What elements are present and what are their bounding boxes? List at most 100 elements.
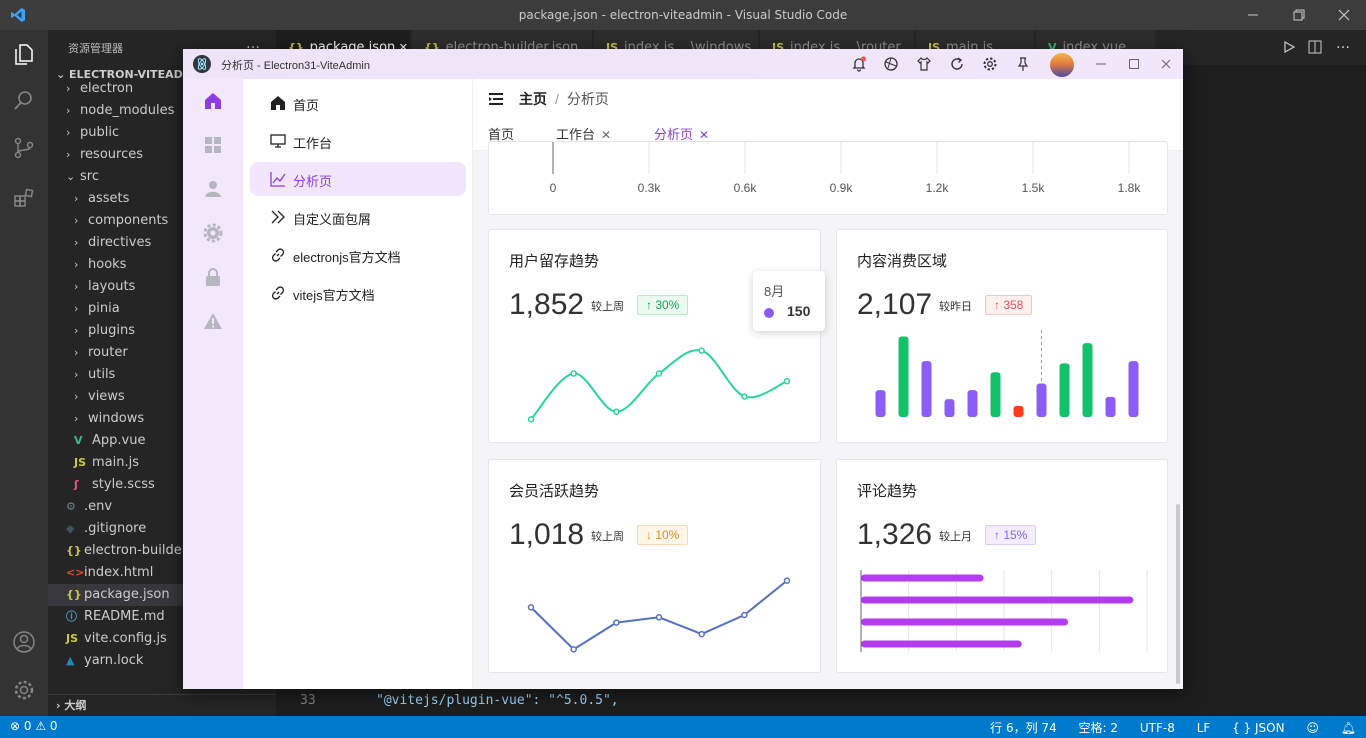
- rail-lock-icon[interactable]: [203, 267, 223, 287]
- settings-gear-icon[interactable]: [12, 678, 36, 702]
- refresh-icon[interactable]: [949, 56, 965, 72]
- app-minimize-icon[interactable]: [1094, 57, 1108, 71]
- more-actions-icon[interactable]: …: [246, 36, 260, 52]
- minimize-icon[interactable]: [1244, 6, 1262, 24]
- comment-title: 评论趋势: [857, 483, 918, 500]
- tree-folder[interactable]: › components: [48, 210, 276, 232]
- source-control-icon[interactable]: [12, 136, 36, 160]
- tree-folder[interactable]: › directives: [48, 232, 276, 254]
- tab-close-icon[interactable]: ✕: [699, 128, 710, 142]
- app-close-icon[interactable]: [1159, 57, 1173, 71]
- menu-item[interactable]: 分析页: [250, 162, 466, 196]
- rail-settings-icon[interactable]: [203, 223, 223, 243]
- project-root[interactable]: ⌄ ELECTRON-VITEADMIN: [56, 68, 207, 81]
- tree-folder[interactable]: › resources: [48, 144, 276, 166]
- avatar[interactable]: [1050, 53, 1074, 77]
- feedback-icon[interactable]: ☺: [1306, 721, 1319, 735]
- tab-close-icon[interactable]: ✕: [395, 41, 408, 54]
- settings-icon[interactable]: [982, 56, 998, 72]
- extensions-icon[interactable]: [12, 186, 36, 210]
- tree-file[interactable]: ⓘ README.md: [48, 606, 276, 628]
- tree-folder[interactable]: › views: [48, 386, 276, 408]
- close-icon[interactable]: [1335, 6, 1353, 24]
- pin-icon[interactable]: [1015, 56, 1031, 72]
- run-icon[interactable]: [1282, 40, 1296, 54]
- menu-item[interactable]: vitejs官方文档: [250, 276, 466, 310]
- tree-folder[interactable]: › router: [48, 342, 276, 364]
- data-point: [570, 370, 577, 377]
- split-editor-icon[interactable]: [1308, 40, 1322, 54]
- tree-file[interactable]: ◆ .gitignore: [48, 518, 276, 540]
- tree-file[interactable]: ʃ style.scss: [48, 474, 276, 496]
- account-icon[interactable]: [12, 630, 36, 654]
- palette-icon[interactable]: [883, 56, 899, 72]
- editor-more-icon[interactable]: …: [1336, 36, 1350, 52]
- tree-item-label: plugins: [88, 323, 135, 338]
- route-tab[interactable]: 首页: [488, 124, 514, 150]
- top-bar-chart: 0 0.3k 0.6k 0.9k 1.2k 1.5k 1.8k: [550, 142, 1141, 195]
- rail-user-icon[interactable]: [203, 179, 223, 199]
- html-file-icon: <>: [66, 566, 85, 579]
- problems-status[interactable]: ⊗ 0 ⚠ 0: [10, 719, 58, 733]
- bar: [921, 361, 932, 417]
- tree-folder[interactable]: › assets: [48, 188, 276, 210]
- retention-value: 1,852: [509, 288, 585, 321]
- language-status[interactable]: { } JSON: [1232, 721, 1285, 735]
- tree-file[interactable]: <>index.html: [48, 562, 276, 584]
- code-text: "@vitejs/plugin-vue": "^5.0.5",: [376, 693, 619, 708]
- notification-bell-icon[interactable]: [851, 56, 867, 72]
- files-icon[interactable]: [12, 42, 36, 66]
- tree-folder[interactable]: › utils: [48, 364, 276, 386]
- tree-file[interactable]: ▲ yarn.lock: [48, 650, 276, 672]
- tree-folder[interactable]: › windows: [48, 408, 276, 430]
- skin-shirt-icon[interactable]: [916, 56, 932, 72]
- menu-item[interactable]: 工作台: [250, 124, 466, 158]
- outline-section[interactable]: › 大纲: [48, 694, 276, 716]
- tree-item-label: electron: [80, 81, 134, 96]
- cursor-position[interactable]: 行 6，列 74: [990, 721, 1057, 735]
- vscode-logo-icon: [11, 8, 25, 22]
- tree-folder[interactable]: › pinia: [48, 298, 276, 320]
- gear-file-icon: ⚙: [66, 500, 76, 513]
- menu-item[interactable]: 首页: [250, 86, 466, 120]
- encoding-status[interactable]: UTF-8: [1139, 721, 1175, 735]
- consume-title: 内容消费区域: [857, 253, 948, 270]
- tree-file[interactable]: {} electron-builder.js: [48, 540, 276, 562]
- tree-file[interactable]: JS main.js: [48, 452, 276, 474]
- tree-folder[interactable]: › layouts: [48, 276, 276, 298]
- route-tab[interactable]: 工作台 ✕: [556, 124, 611, 150]
- tree-folder[interactable]: › node_modules: [48, 100, 276, 122]
- menu-toggle-icon[interactable]: [489, 92, 503, 106]
- rail-warning-icon[interactable]: [203, 311, 223, 331]
- tree-folder[interactable]: › public: [48, 122, 276, 144]
- menu-item[interactable]: electronjs官方文档: [250, 238, 466, 272]
- tree-file[interactable]: JS vite.config.js: [48, 628, 276, 650]
- search-icon[interactable]: [12, 88, 36, 112]
- retention-line-chart: [527, 347, 791, 423]
- tree-folder[interactable]: ⌄ src: [48, 166, 276, 188]
- tree-file[interactable]: ⚙ .env: [48, 496, 276, 518]
- electron-logo-icon: [193, 55, 211, 73]
- x-tick-label: 0.3k: [638, 181, 662, 195]
- rail-home-icon[interactable]: [203, 91, 223, 111]
- tree-folder[interactable]: › hooks: [48, 254, 276, 276]
- eol-status[interactable]: LF: [1196, 721, 1211, 735]
- rail-dashboard-icon[interactable]: [203, 135, 223, 155]
- tree-folder[interactable]: › electron: [48, 78, 276, 100]
- tree-folder[interactable]: › plugins: [48, 320, 276, 342]
- bar: [875, 390, 886, 417]
- link-icon: [271, 286, 285, 300]
- content-scrollbar[interactable]: [1176, 504, 1180, 684]
- bell-icon[interactable]: 🔔︎: [1340, 721, 1356, 735]
- menu-item-label: electronjs官方文档: [293, 250, 401, 265]
- chevron-right-icon: ›: [74, 368, 79, 381]
- tab-close-icon[interactable]: ✕: [601, 128, 612, 142]
- indent-status[interactable]: 空格: 2: [1078, 721, 1119, 735]
- data-point: [741, 393, 748, 400]
- tree-file[interactable]: V App.vue: [48, 430, 276, 452]
- menu-item[interactable]: 自定义面包屑: [250, 200, 466, 234]
- app-maximize-icon[interactable]: [1127, 57, 1141, 71]
- breadcrumb-home[interactable]: 主页: [519, 91, 547, 107]
- restore-icon[interactable]: [1290, 6, 1308, 24]
- code-line[interactable]: 33 "@vitejs/plugin-vue": "^5.0.5",: [276, 690, 1366, 714]
